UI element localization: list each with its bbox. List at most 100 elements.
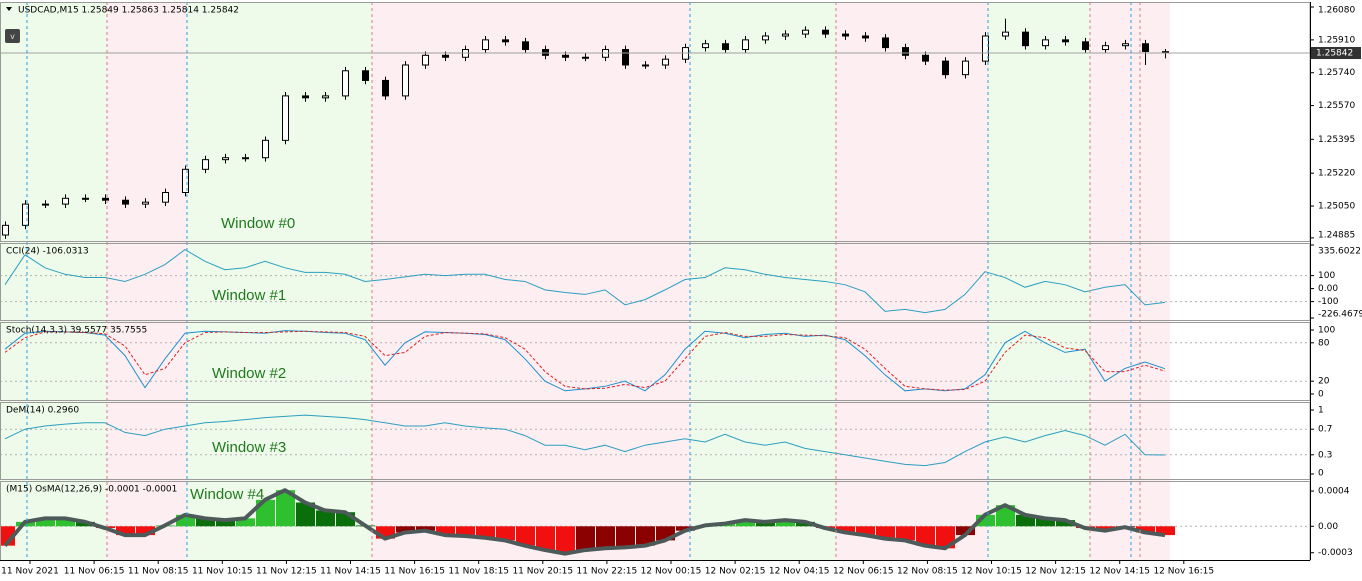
candle-body bbox=[2, 224, 9, 236]
panel-title: Stoch(14,3,3) 39.5577 35.7555 bbox=[6, 326, 147, 336]
candle-body bbox=[322, 95, 329, 99]
panel-title: USDCAD,M15 1.25849 1.25863 1.25814 1.258… bbox=[18, 6, 239, 16]
candle-body bbox=[62, 197, 69, 205]
osma-bar bbox=[276, 490, 295, 527]
candle-body bbox=[1122, 43, 1129, 47]
candle-body bbox=[122, 199, 129, 205]
window-band bbox=[988, 2, 1090, 560]
y-tick-label: 0.00 bbox=[1318, 284, 1338, 294]
osma-bar bbox=[776, 520, 795, 527]
candle-body bbox=[502, 39, 509, 43]
time-label: 11 Nov 10:15 bbox=[192, 567, 253, 577]
time-label: 11 Nov 14:15 bbox=[320, 567, 381, 577]
y-tick-label: -0.0003 bbox=[1318, 548, 1353, 558]
time-label: 11 Nov 08:15 bbox=[128, 567, 189, 577]
time-label: 12 Nov 10:15 bbox=[961, 567, 1022, 577]
osma-bar bbox=[676, 526, 695, 531]
y-tick-label: 1.26080 bbox=[1318, 6, 1355, 16]
osma-bar bbox=[876, 526, 895, 539]
y-tick-label: 100 bbox=[1318, 326, 1335, 336]
candle-body bbox=[282, 95, 289, 141]
osma-bar bbox=[296, 502, 315, 527]
window-label: Window #3 bbox=[212, 439, 286, 456]
time-label: 11 Nov 18:15 bbox=[448, 567, 509, 577]
candle-body bbox=[142, 201, 149, 205]
candle-body bbox=[762, 35, 769, 41]
candle-body bbox=[882, 37, 889, 49]
osma-bar bbox=[496, 526, 515, 541]
candle-body bbox=[622, 49, 629, 66]
candle-body bbox=[922, 54, 929, 62]
osma-bar bbox=[36, 518, 55, 527]
osma-bar bbox=[536, 526, 555, 551]
candle-body bbox=[162, 192, 169, 203]
panel-title: (M15) OsMA(12,26,9) -0.0001 -0.0001 bbox=[6, 485, 177, 495]
candle-body bbox=[562, 54, 569, 58]
candle-body bbox=[402, 64, 409, 97]
osma-bar bbox=[216, 520, 235, 527]
candle-body bbox=[202, 159, 209, 170]
osma-bar bbox=[476, 526, 495, 538]
osma-bar bbox=[436, 526, 455, 536]
candle-body bbox=[422, 54, 429, 66]
candle-body bbox=[702, 43, 709, 49]
candle-body bbox=[222, 157, 229, 161]
candle-body bbox=[862, 35, 869, 39]
osma-bar bbox=[616, 526, 635, 548]
window-band bbox=[1090, 2, 1170, 560]
y-tick-label: 1.25910 bbox=[1318, 35, 1355, 45]
candle-body bbox=[962, 60, 969, 76]
candle-body bbox=[822, 29, 829, 35]
current-price-label: 1.25842 bbox=[1316, 49, 1353, 59]
symbol-arrow bbox=[6, 7, 12, 11]
y-tick-label: 1.25570 bbox=[1318, 101, 1355, 111]
candle-body bbox=[242, 157, 249, 160]
window-band bbox=[372, 2, 690, 560]
y-tick-label: 0.3 bbox=[1318, 450, 1332, 460]
candle-body bbox=[382, 79, 389, 97]
time-label: 12 Nov 04:15 bbox=[769, 567, 830, 577]
candle-body bbox=[1062, 39, 1069, 43]
menu-button-icon: v bbox=[10, 32, 15, 41]
candle-body bbox=[1022, 31, 1029, 47]
osma-bar bbox=[56, 518, 75, 527]
plot-layer bbox=[0, 18, 1310, 556]
osma-bar bbox=[996, 505, 1015, 527]
osma-bar bbox=[1156, 526, 1175, 536]
y-tick-label: 0.7 bbox=[1318, 425, 1332, 435]
candle-body bbox=[42, 203, 49, 206]
window-band bbox=[836, 2, 988, 560]
osma-bar bbox=[416, 526, 435, 531]
time-label: 12 Nov 06:15 bbox=[833, 567, 894, 577]
candle-body bbox=[262, 139, 269, 159]
candle-body bbox=[1142, 43, 1149, 52]
time-label: 12 Nov 16:15 bbox=[1153, 567, 1214, 577]
candle-body bbox=[1082, 41, 1089, 51]
y-tick-label: -100 bbox=[1318, 297, 1339, 307]
window-label: Window #0 bbox=[221, 215, 295, 232]
window-band bbox=[107, 2, 187, 560]
y-tick-label: 1 bbox=[1318, 406, 1324, 416]
osma-bar bbox=[576, 526, 595, 551]
osma-bar bbox=[896, 526, 915, 541]
time-label: 12 Nov 00:15 bbox=[641, 567, 702, 577]
time-label: 11 Nov 06:15 bbox=[64, 567, 125, 577]
candle-body bbox=[302, 95, 309, 99]
time-label: 12 Nov 14:15 bbox=[1089, 567, 1150, 577]
candle-body bbox=[182, 168, 189, 194]
window-label: Window #4 bbox=[190, 486, 264, 503]
menu-button[interactable] bbox=[5, 29, 20, 43]
y-tick-label: -226.4679 bbox=[1318, 310, 1362, 320]
candle-body bbox=[1002, 31, 1009, 37]
y-tick-label: 1.25395 bbox=[1318, 135, 1355, 145]
candle-body bbox=[942, 60, 949, 76]
window-label: Window #1 bbox=[212, 287, 286, 304]
indicator-line bbox=[4, 414, 1166, 467]
osma-bar bbox=[596, 526, 615, 549]
indicator-line bbox=[4, 330, 1166, 391]
time-label: 11 Nov 2021 bbox=[1, 567, 59, 577]
candle-body bbox=[722, 43, 729, 51]
candle-body bbox=[542, 49, 549, 56]
